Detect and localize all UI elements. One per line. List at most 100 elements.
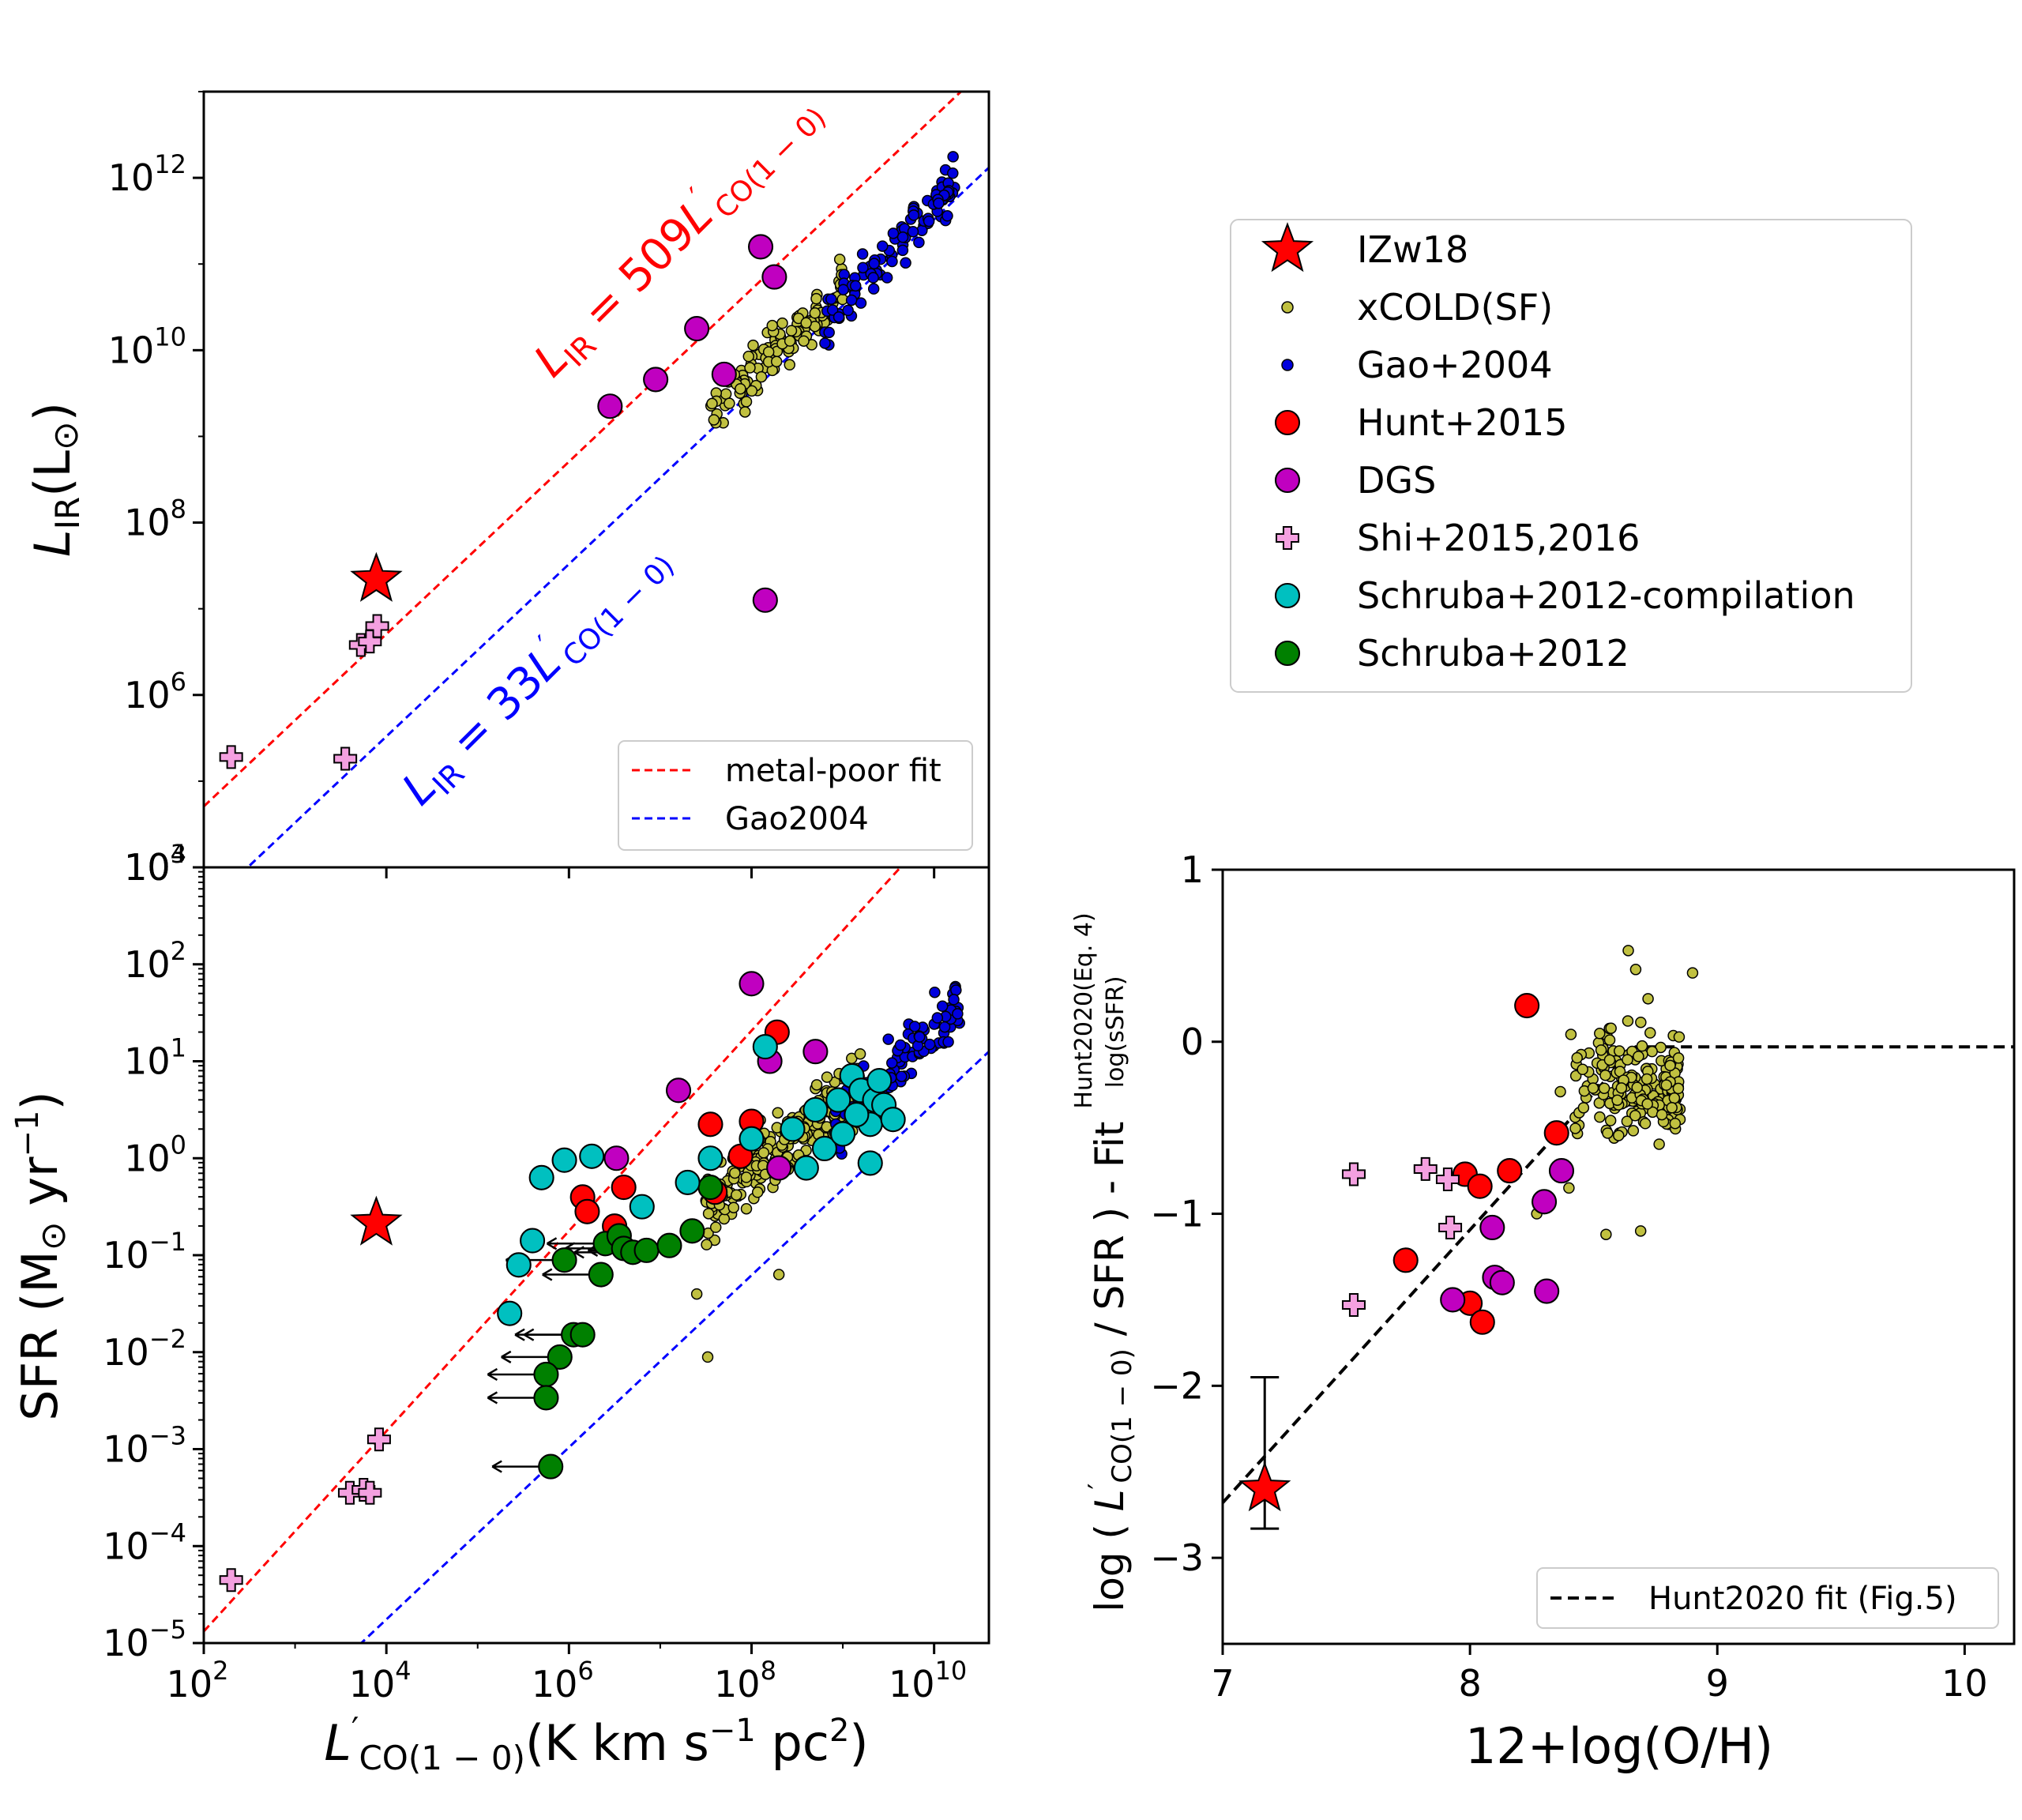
xcold-point [1646, 1045, 1658, 1058]
xcold-point [1633, 1051, 1644, 1062]
xcold-point [720, 388, 732, 400]
dgs-point [1548, 1158, 1575, 1184]
schruba-comp-point [752, 1034, 778, 1060]
xcold-point [1613, 1130, 1625, 1141]
gao-point [825, 293, 837, 305]
schruba-comp-point [880, 1107, 906, 1133]
xcold-point [1672, 1052, 1685, 1064]
xcold-point [798, 335, 810, 347]
schruba-point [538, 1453, 564, 1480]
gao-point [857, 261, 869, 274]
upper-limit-arrow [487, 1391, 536, 1404]
xcold-point [1598, 1082, 1610, 1094]
hunt-point [611, 1175, 637, 1201]
bottom-x-tick-label: 108 [714, 1656, 776, 1705]
xcold-point [1594, 1111, 1606, 1123]
main-legend-label-dgs: DGS [1357, 459, 1436, 502]
schruba-point [533, 1385, 559, 1411]
dgs-point [1534, 1278, 1560, 1304]
legend-marker-circle [1274, 640, 1301, 667]
gao-point [867, 283, 880, 295]
xcold-point [821, 1071, 833, 1083]
gao-point [886, 255, 898, 268]
gao-point [856, 248, 869, 260]
dgs-point [1440, 1287, 1466, 1313]
gao-point [896, 244, 909, 257]
schruba-point [697, 1175, 723, 1201]
main-legend-label-hunt: Hunt+2015 [1357, 401, 1568, 444]
xcold-point [809, 307, 821, 319]
xcold-point [784, 359, 796, 371]
izw18-star [350, 551, 403, 602]
gao-point [952, 1008, 964, 1020]
bottom-y-tick-label: 10−1 [103, 1227, 186, 1277]
schruba-point [551, 1247, 577, 1273]
dgs-point [684, 316, 710, 342]
gao-point [900, 257, 911, 269]
xcold-point [751, 1186, 764, 1198]
shi-point [1413, 1156, 1438, 1181]
xcold-point [723, 397, 735, 409]
xcold-point [739, 406, 751, 418]
gao-point [950, 984, 962, 996]
schruba-comp-point [497, 1300, 523, 1326]
upper-limit-arrow [501, 1350, 549, 1363]
shi-point [1435, 1168, 1460, 1191]
xcold-point [1577, 1063, 1588, 1076]
gao-point [823, 326, 835, 339]
xcold-point [1631, 1081, 1643, 1093]
xcold-point [1577, 1102, 1590, 1114]
legend-label-gao2004: Gao2004 [725, 801, 869, 837]
main-legend: IZw18 xCOLD(SF) Gao+2004 Hunt+2015 DGS S… [1230, 219, 1912, 693]
shi-point [1341, 1292, 1366, 1317]
xcold-point [1569, 1122, 1581, 1134]
hunt-point [1469, 1309, 1495, 1335]
xcold-point [784, 335, 796, 347]
xcold-point [1604, 1115, 1617, 1126]
dgs-point [711, 361, 737, 387]
schruba-comp-point [528, 1164, 554, 1190]
xcold-point [1614, 1045, 1625, 1057]
gao-point [896, 231, 909, 243]
xcold-point [1653, 1138, 1665, 1150]
main-legend-label-izw18: IZw18 [1357, 228, 1468, 271]
xcold-point [1629, 964, 1642, 976]
bottom-y-tick-label: 103 [124, 839, 186, 889]
fit-legend: metal-poor fit Gao2004 [618, 740, 973, 851]
upper-limit-arrow [542, 1268, 590, 1281]
gao-point [887, 228, 900, 239]
sfr-fit-line-red [204, 867, 903, 1633]
schruba-comp-point [739, 1126, 765, 1152]
xcold-point [1599, 1069, 1611, 1081]
xcold-point [708, 414, 720, 426]
izw18-error-bar [1250, 1375, 1280, 1530]
schruba-point [633, 1237, 660, 1263]
xcold-point [1605, 1022, 1617, 1034]
xcold-point [747, 339, 759, 352]
fit-line-metal-poor [204, 92, 963, 807]
hunt-point [1467, 1173, 1493, 1199]
right-y-tick-label: −2 [1150, 1364, 1204, 1407]
hunt-point [1497, 1158, 1523, 1184]
xcold-point [1672, 1082, 1685, 1095]
schruba-point [588, 1262, 614, 1288]
hunt-point [1543, 1120, 1569, 1146]
shi-point [1438, 1215, 1463, 1239]
gao-point [913, 1031, 926, 1043]
bottom-y-tick-label: 102 [124, 936, 186, 986]
right-x-tick-label: 10 [1941, 1662, 1988, 1705]
dgs-point [761, 264, 787, 290]
xcold-point [1595, 1044, 1607, 1056]
xcold-point [1622, 1054, 1633, 1066]
upper-limit-arrow [491, 1460, 540, 1473]
xcold-point [729, 1167, 741, 1179]
gao-point [947, 151, 959, 163]
right-x-axis-label: 12+log(O/H) [1465, 1717, 1773, 1775]
xcold-point [740, 1171, 753, 1183]
top-y-axis-label: LIR(L⊙) [24, 402, 87, 557]
hunt-fit-legend: Hunt2020 fit (Fig.5) [1536, 1567, 1999, 1629]
schruba-comp-point [675, 1169, 701, 1195]
xcold-point [766, 319, 779, 332]
main-legend-label-schruba: Schruba+2012 [1357, 632, 1629, 675]
